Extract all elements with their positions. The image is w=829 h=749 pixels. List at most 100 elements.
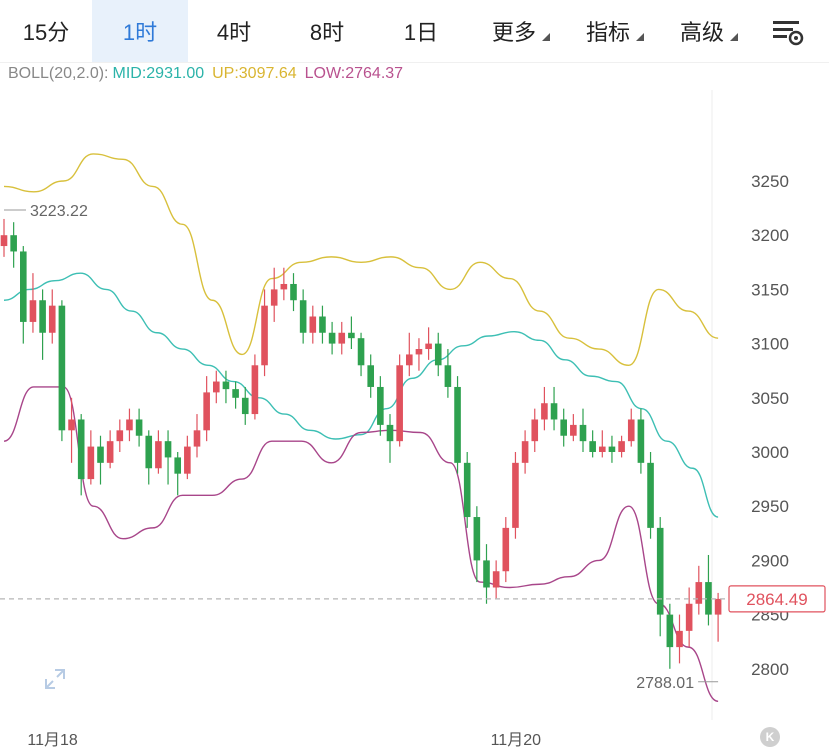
- up-candle: [87, 430, 95, 485]
- down-candle: [97, 435, 104, 485]
- y-tick-label: 3200: [751, 226, 789, 245]
- down-candle: [348, 316, 355, 350]
- down-candle: [145, 430, 153, 485]
- up-candle: [676, 614, 683, 664]
- down-candle: [357, 332, 365, 377]
- up-candle: [396, 354, 403, 447]
- candle-body: [29, 300, 37, 322]
- candle-body: [348, 332, 355, 339]
- candle-body: [213, 381, 220, 393]
- up-candle: [213, 370, 220, 404]
- y-tick-label: 3000: [751, 443, 789, 462]
- up-candle: [502, 517, 510, 583]
- candle-body: [425, 343, 432, 350]
- up-candle: [48, 289, 56, 344]
- candle-body: [270, 289, 278, 306]
- down-candle: [10, 222, 17, 268]
- down-candle: [386, 414, 394, 463]
- candle-body: [241, 397, 249, 415]
- candle-body: [193, 430, 201, 447]
- tab-8-hours[interactable]: 8时: [309, 20, 345, 45]
- upper-band-line: [3, 153, 719, 366]
- up-candle: [492, 560, 500, 599]
- candle-body: [280, 283, 288, 290]
- candle-body: [627, 419, 635, 442]
- more-menu[interactable]: 更多: [492, 0, 551, 62]
- down-candle: [135, 408, 143, 447]
- down-candle: [560, 408, 567, 447]
- candle-body: [454, 386, 461, 463]
- candle-body: [48, 305, 56, 333]
- down-candle: [444, 349, 452, 398]
- candle-body: [637, 419, 645, 463]
- timeframe-tab-bar: 15分 1时 4时 8时 1日 更多 指标 高级: [0, 0, 829, 63]
- down-candle: [367, 354, 374, 398]
- up-candle: [406, 332, 413, 377]
- candle-body: [155, 441, 162, 469]
- candle-body: [531, 419, 539, 442]
- tab-1-day[interactable]: 1日: [403, 20, 439, 45]
- down-candle: [463, 452, 471, 528]
- candle-body: [10, 235, 17, 252]
- y-tick-label: 3100: [751, 335, 789, 354]
- down-candle: [666, 603, 674, 669]
- boll-name: BOLL(20,2.0):: [8, 65, 109, 82]
- chart-settings-icon[interactable]: [770, 14, 806, 48]
- down-candle: [608, 435, 616, 463]
- indicator-menu[interactable]: 指标: [586, 0, 645, 62]
- candle-body: [77, 419, 85, 480]
- up-candle: [695, 565, 703, 615]
- candle-body: [367, 365, 374, 387]
- candle-body: [608, 446, 616, 452]
- candle-body: [386, 424, 394, 442]
- bollinger-bands: [3, 153, 719, 703]
- candle-body: [135, 419, 143, 436]
- candle-body: [502, 527, 510, 572]
- down-candle: [222, 370, 230, 404]
- more-menu-label: 更多: [492, 20, 537, 45]
- tab-15-minutes[interactable]: 15分: [22, 20, 70, 45]
- down-candle: [377, 376, 384, 436]
- advanced-menu-label: 高级: [680, 20, 725, 45]
- candle-body: [68, 419, 75, 431]
- up-candle: [261, 289, 268, 377]
- candle-body: [106, 441, 114, 463]
- indicator-menu-label: 指标: [586, 20, 631, 45]
- candle-body: [164, 441, 172, 458]
- down-candle: [77, 414, 85, 496]
- max-price-label: 3223.22: [30, 203, 88, 220]
- down-candle: [164, 430, 172, 485]
- candle-body: [444, 365, 452, 387]
- lower-band-line: [3, 386, 719, 703]
- candlestick-chart: 3250320031503100305030002950290028502800…: [0, 90, 826, 749]
- up-candle: [714, 592, 722, 642]
- y-tick-label: 3150: [751, 280, 789, 299]
- candle-body: [145, 435, 153, 469]
- candle-body: [338, 332, 346, 344]
- advanced-menu[interactable]: 高级: [680, 0, 739, 62]
- down-candle: [473, 506, 481, 583]
- candle-body: [512, 462, 519, 528]
- candle-body: [357, 338, 365, 366]
- down-candle: [483, 544, 490, 604]
- tab-4-hours[interactable]: 4时: [216, 20, 252, 45]
- candle-body: [319, 316, 326, 333]
- candle-body: [377, 386, 384, 425]
- up-candle: [126, 408, 133, 442]
- expand-chart-icon[interactable]: [40, 664, 70, 694]
- down-candle: [20, 246, 27, 344]
- candle-body: [570, 424, 577, 436]
- candle-body: [184, 446, 191, 474]
- tab-1-hour[interactable]: 1时: [92, 0, 188, 62]
- down-candle: [579, 408, 587, 452]
- candle-body: [463, 462, 471, 518]
- up-candle: [338, 321, 346, 355]
- price-markers: 3223.22 2788.01 2864.49: [0, 203, 826, 692]
- candle-body: [599, 446, 606, 452]
- candle-body: [97, 446, 104, 463]
- down-candle: [39, 289, 46, 360]
- candle-body: [589, 441, 596, 452]
- candle-body: [39, 300, 46, 333]
- candle-body: [550, 403, 558, 420]
